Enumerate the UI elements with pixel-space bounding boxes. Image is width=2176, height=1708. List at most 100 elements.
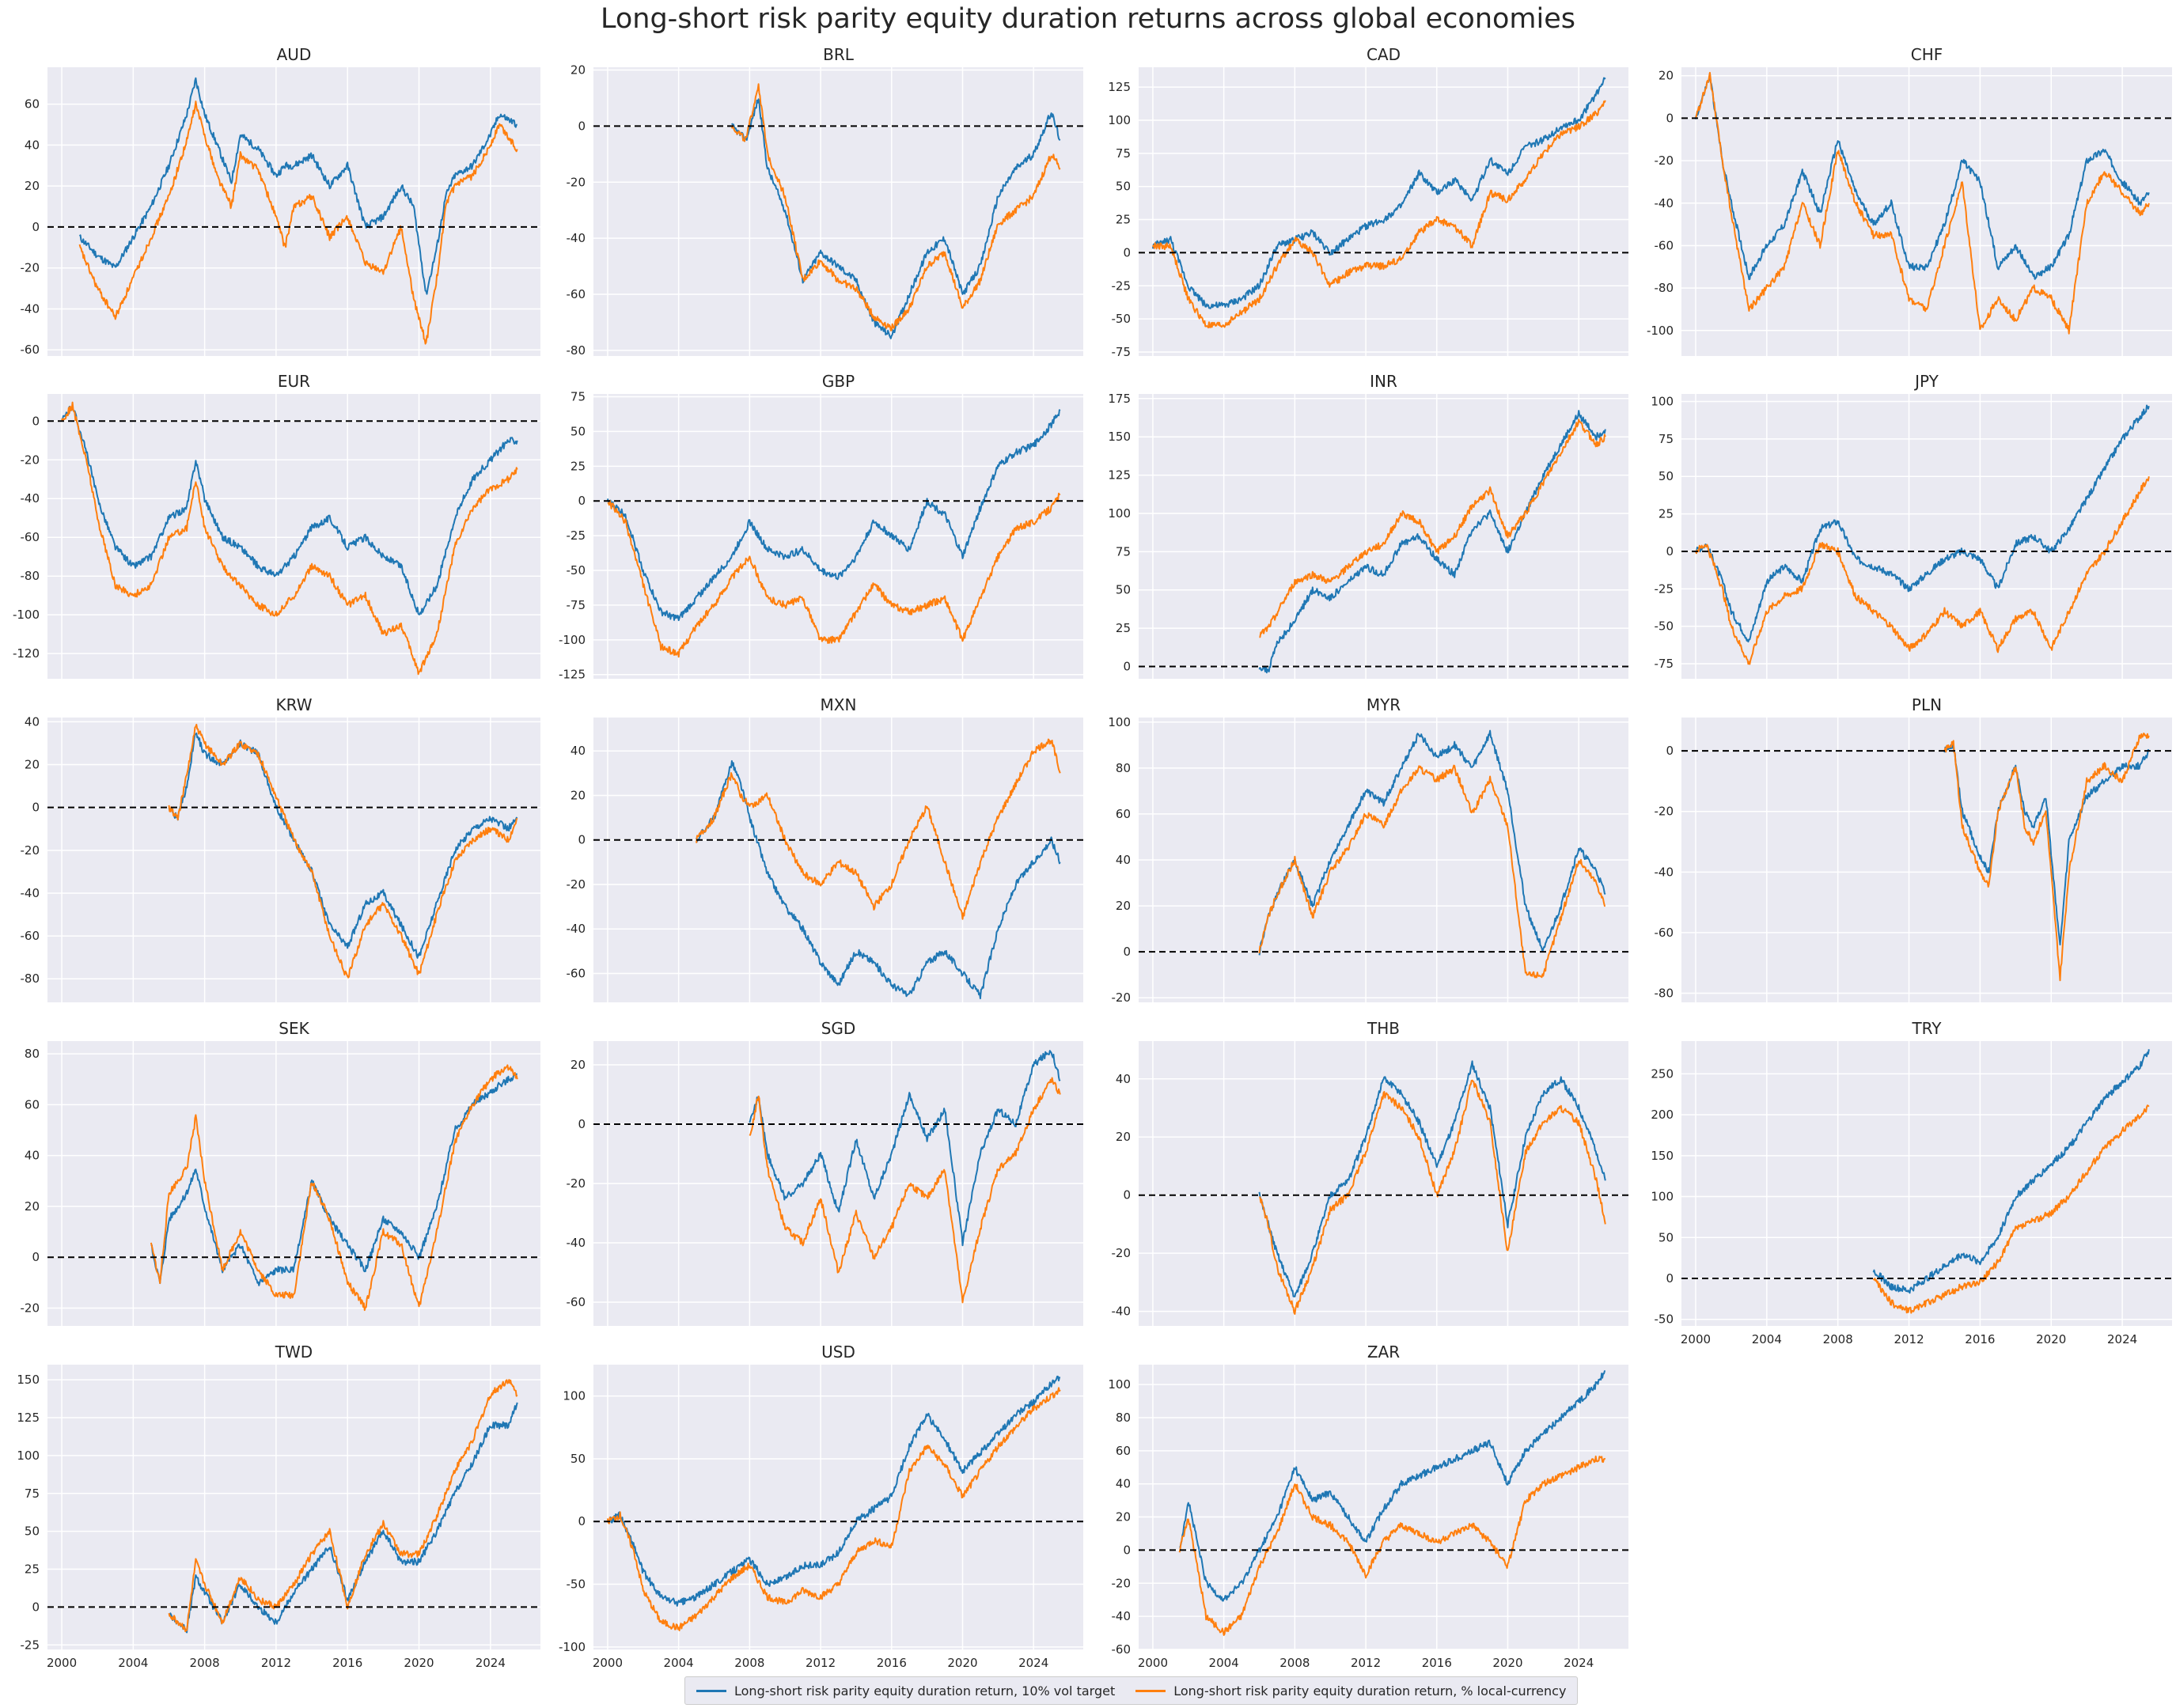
- y-tick-label: 0: [32, 220, 40, 234]
- subplot-title: JPY: [1913, 372, 1939, 391]
- y-tick-label: 20: [25, 179, 40, 193]
- y-tick-label: -80: [1655, 281, 1674, 295]
- y-tick-label: 40: [25, 1149, 40, 1163]
- y-tick-label: 20: [571, 63, 586, 78]
- y-tick-label: 20: [1659, 69, 1674, 83]
- legend-item-vol-target: Long-short risk parity equity duration r…: [696, 1683, 1115, 1699]
- x-tick-label: 2016: [1422, 1656, 1452, 1670]
- subplot-title: INR: [1370, 372, 1397, 391]
- y-tick-label: 100: [1651, 1190, 1674, 1204]
- subplot-title: AUD: [277, 45, 312, 64]
- y-tick-label: -60: [1112, 1642, 1132, 1657]
- y-tick-label: 0: [32, 801, 40, 815]
- y-tick-label: 0: [1123, 945, 1131, 959]
- y-tick-label: 50: [1659, 1230, 1674, 1244]
- series-line-local-currency: [1695, 476, 2150, 665]
- subplot-jpy: -75 -50 -25 0 25 50 75 100 JPY: [1651, 372, 2172, 679]
- x-tick-label: 2004: [1209, 1656, 1239, 1670]
- y-tick-label: 0: [1123, 1543, 1131, 1557]
- x-tick-label: 2008: [1279, 1656, 1310, 1670]
- y-tick-label: -20: [21, 261, 40, 275]
- x-tick-label: 2024: [1018, 1656, 1048, 1670]
- plot-area: [593, 67, 1083, 356]
- subplot-title: USD: [821, 1343, 855, 1361]
- y-tick-label: 25: [571, 459, 586, 473]
- y-tick-label: -60: [567, 966, 586, 980]
- series-line-vol-target: [1943, 743, 2150, 946]
- y-tick-label: 50: [571, 424, 586, 438]
- y-tick-label: -20: [1112, 990, 1132, 1005]
- subplot-inr: 0 25 50 75 100 125 150 175 INR: [1108, 372, 1628, 679]
- series-line-vol-target: [1258, 729, 1606, 956]
- y-tick-label: -40: [567, 922, 586, 936]
- y-tick-label: -50: [567, 563, 586, 578]
- y-tick-label: 20: [25, 1199, 40, 1214]
- plot-area: [593, 394, 1083, 679]
- y-tick-label: -120: [13, 646, 40, 661]
- series-line-vol-target: [1151, 77, 1606, 309]
- y-tick-label: 50: [1116, 180, 1131, 194]
- plot-area: [1681, 1041, 2172, 1326]
- y-tick-label: -50: [1112, 312, 1132, 326]
- y-tick-label: 40: [25, 714, 40, 729]
- legend-label: Long-short risk parity equity duration r…: [1173, 1683, 1567, 1699]
- y-tick-label: 60: [1116, 1444, 1131, 1458]
- y-tick-label: -25: [567, 528, 586, 543]
- series-line-vol-target: [1872, 1049, 2150, 1294]
- subplot-title: SEK: [279, 1019, 309, 1038]
- y-tick-label: 100: [17, 1449, 40, 1463]
- y-tick-label: 50: [571, 1452, 586, 1466]
- y-tick-label: 75: [571, 390, 586, 404]
- y-tick-label: -20: [1655, 805, 1674, 819]
- subplot-title: KRW: [276, 695, 313, 714]
- legend-swatch-blue: [696, 1689, 726, 1692]
- x-tick-label: 2004: [664, 1656, 694, 1670]
- subplot-cad: -75 -50 -25 0 25 50 75 100 125 CAD: [1108, 45, 1628, 359]
- series-line-local-currency: [730, 83, 1061, 331]
- y-tick-label: -100: [559, 633, 586, 647]
- y-tick-label: -20: [567, 1176, 586, 1191]
- plot-area: [47, 1041, 540, 1326]
- x-tick-label: 2012: [1351, 1656, 1381, 1670]
- subplot-sgd: -60 -40 -20 0 20 SGD: [567, 1019, 1083, 1326]
- y-tick-label: -80: [21, 971, 40, 986]
- legend-item-local-currency: Long-short risk parity equity duration r…: [1135, 1683, 1566, 1699]
- x-tick-label: 2000: [47, 1656, 77, 1670]
- subplot-title: EUR: [278, 372, 310, 391]
- y-tick-label: -40: [21, 886, 40, 900]
- subplot-title: GBP: [822, 372, 855, 391]
- y-tick-label: -40: [567, 231, 586, 245]
- plot-area: [1139, 67, 1628, 356]
- subplot-title: TWD: [275, 1343, 313, 1361]
- y-tick-label: -20: [567, 877, 586, 892]
- subplot-eur: -120 -100 -80 -60 -40 -20 0 EUR: [13, 372, 540, 679]
- series-line-vol-target: [607, 1375, 1061, 1607]
- y-tick-label: 125: [1108, 468, 1131, 483]
- y-tick-label: 0: [578, 1117, 586, 1131]
- y-tick-label: 0: [578, 494, 586, 508]
- y-tick-label: 0: [1123, 245, 1131, 259]
- y-tick-label: 150: [17, 1373, 40, 1387]
- series-line-local-currency: [1152, 100, 1606, 329]
- y-tick-label: 40: [571, 744, 586, 758]
- y-tick-label: 20: [571, 788, 586, 802]
- series-line-local-currency: [606, 1387, 1061, 1631]
- y-tick-label: -80: [21, 569, 40, 583]
- y-tick-label: 0: [1123, 1188, 1131, 1202]
- y-tick-label: -20: [1655, 153, 1674, 168]
- y-tick-label: 20: [1116, 1130, 1131, 1144]
- subplot-title: CAD: [1367, 45, 1401, 64]
- series-line-vol-target: [1258, 1060, 1606, 1297]
- y-tick-label: 250: [1651, 1066, 1674, 1081]
- y-tick-label: 25: [1116, 621, 1131, 635]
- y-tick-label: -100: [13, 608, 40, 622]
- y-tick-label: -60: [567, 1295, 586, 1309]
- y-tick-label: -75: [1112, 345, 1132, 359]
- x-tick-label: 2020: [2036, 1332, 2066, 1346]
- subplot-title: MXN: [821, 695, 857, 714]
- subplot-title: BRL: [823, 45, 855, 64]
- y-tick-label: 100: [1651, 394, 1674, 408]
- y-tick-label: -60: [567, 287, 586, 301]
- plot-area: [1681, 67, 2172, 356]
- x-tick-label: 2020: [1492, 1656, 1522, 1670]
